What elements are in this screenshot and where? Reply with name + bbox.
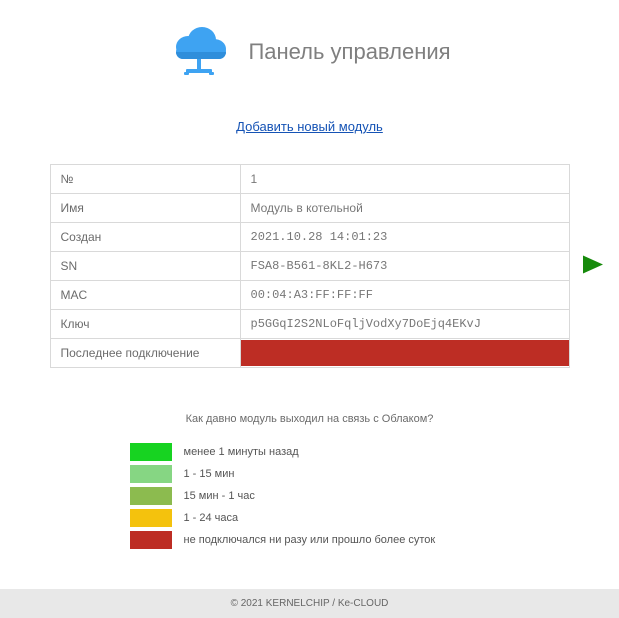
legend-label: не подключался ни разу или прошло более … [184,534,436,546]
legend-row: 1 - 24 часа [130,509,490,527]
table-row-lastconn: Последнее подключение [50,339,569,368]
module-table-wrap: №1ИмяМодуль в котельнойСоздан2021.10.28 … [50,164,570,368]
legend-row: 1 - 15 мин [130,465,490,483]
last-connection-status [240,339,569,368]
table-row: Создан2021.10.28 14:01:23 [50,223,569,252]
row-value: Модуль в котельной [240,194,569,223]
legend-swatch [130,465,172,483]
legend-swatch [130,531,172,549]
table-row: MAC00:04:A3:FF:FF:FF [50,281,569,310]
legend-swatch [130,487,172,505]
row-label: Имя [50,194,240,223]
footer: © 2021 KERNELCHIP / Ke-CLOUD [0,589,619,618]
page-title: Панель управления [248,39,450,65]
table-row: ИмяМодуль в котельной [50,194,569,223]
row-label: Ключ [50,310,240,339]
row-label: Последнее подключение [50,339,240,368]
header: Панель управления [0,25,619,79]
legend-row: не подключался ни разу или прошло более … [130,531,490,549]
row-label: SN [50,252,240,281]
add-module-link[interactable]: Добавить новый модуль [0,119,619,134]
row-label: MAC [50,281,240,310]
row-value: 2021.10.28 14:01:23 [240,223,569,252]
legend-swatch [130,509,172,527]
legend-swatch [130,443,172,461]
legend: менее 1 минуты назад 1 - 15 мин 15 мин - 1… [130,443,490,549]
status-bar [241,340,569,366]
legend-row: 15 мин - 1 час [130,487,490,505]
row-value: 1 [240,165,569,194]
row-label: Создан [50,223,240,252]
module-table: №1ИмяМодуль в котельнойСоздан2021.10.28 … [50,164,570,368]
legend-row: менее 1 минуты назад [130,443,490,461]
next-arrow-icon[interactable] [581,253,605,280]
legend-title: Как давно модуль выходил на связь с Обла… [0,413,619,425]
legend-label: 1 - 15 мин [184,468,235,480]
legend-label: менее 1 минуты назад [184,446,299,458]
table-row: №1 [50,165,569,194]
row-value: 00:04:A3:FF:FF:FF [240,281,569,310]
row-value: p5GGqI2S2NLoFqljVodXy7DoEjq4EKvJ [240,310,569,339]
legend-label: 1 - 24 часа [184,512,239,524]
table-row: Ключp5GGqI2S2NLoFqljVodXy7DoEjq4EKvJ [50,310,569,339]
row-value: FSA8-B561-8KL2-H673 [240,252,569,281]
row-label: № [50,165,240,194]
table-row: SNFSA8-B561-8KL2-H673 [50,252,569,281]
cloud-icon [168,25,230,79]
legend-label: 15 мин - 1 час [184,490,255,502]
